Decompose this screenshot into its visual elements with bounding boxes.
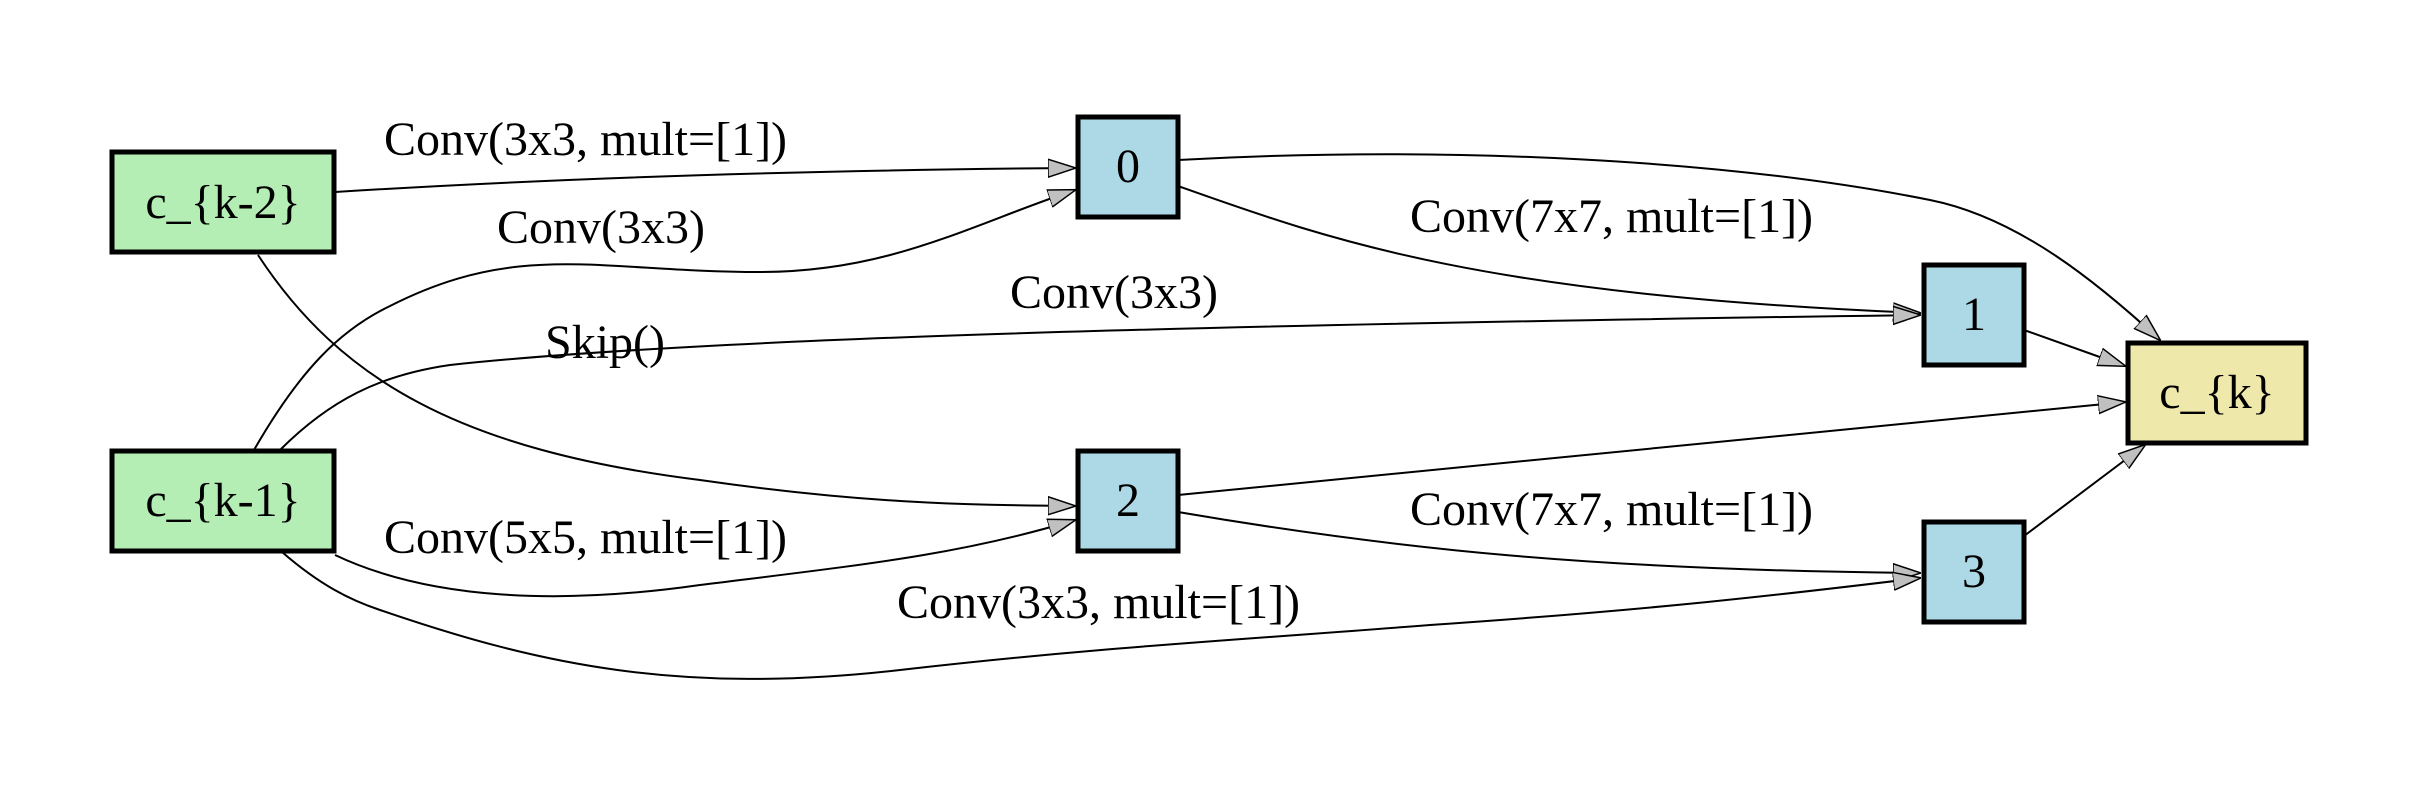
edge-label-0-to-1: Conv(7x7, mult=[1]) bbox=[1410, 190, 1813, 243]
edge-ck2-to-2 bbox=[257, 254, 1075, 506]
edge-label-ck1-to-1-skip: Skip() bbox=[545, 316, 665, 369]
node-1: 1 bbox=[1921, 262, 2027, 368]
node-3: 3 bbox=[1921, 519, 2027, 625]
edge-3-to-ck bbox=[2023, 445, 2145, 537]
edge-label-ck2-to-0: Conv(3x3, mult=[1]) bbox=[384, 113, 787, 166]
node-2: 2 bbox=[1075, 448, 1181, 554]
edge-ck1-to-1 bbox=[279, 315, 1920, 451]
edge-label-2-to-3: Conv(7x7, mult=[1]) bbox=[1410, 483, 1813, 536]
node-label-c-k-minus-2: c_{k-2} bbox=[145, 176, 300, 229]
edge-label-ck1-to-3: Conv(3x3, mult=[1]) bbox=[897, 576, 1300, 629]
node-label-0: 0 bbox=[1116, 140, 1140, 193]
node-label-1: 1 bbox=[1962, 288, 1986, 341]
edge-label-ck1-to-1-conv: Conv(3x3) bbox=[1010, 266, 1218, 319]
edge-ck1-to-3 bbox=[281, 551, 1920, 680]
edge-2-to-ck bbox=[1177, 402, 2125, 496]
edge-label-ck1-to-2: Conv(5x5, mult=[1]) bbox=[384, 511, 787, 564]
edge-0-to-1 bbox=[1177, 185, 1920, 313]
edge-label-ck1-to-0: Conv(3x3) bbox=[497, 201, 705, 254]
node-c-k-minus-2: c_{k-2} bbox=[109, 149, 337, 255]
edge-ck1-to-2 bbox=[334, 520, 1075, 598]
node-0: 0 bbox=[1075, 114, 1181, 220]
edges bbox=[253, 153, 2160, 680]
node-label-2: 2 bbox=[1116, 474, 1140, 527]
node-label-c-k-minus-1: c_{k-1} bbox=[145, 474, 300, 527]
node-label-3: 3 bbox=[1962, 545, 1986, 598]
edge-labels: Conv(3x3, mult=[1]) Conv(3x3) Conv(7x7, … bbox=[384, 113, 1813, 629]
edge-0-to-ck bbox=[1177, 153, 2160, 340]
node-c-k-minus-1: c_{k-1} bbox=[109, 448, 337, 554]
edge-1-to-ck bbox=[2023, 329, 2125, 366]
node-label-c-k: c_{k} bbox=[2159, 366, 2274, 419]
node-c-k: c_{k} bbox=[2125, 340, 2309, 446]
edge-ck2-to-0 bbox=[334, 168, 1075, 193]
edge-2-to-3 bbox=[1177, 511, 1920, 573]
